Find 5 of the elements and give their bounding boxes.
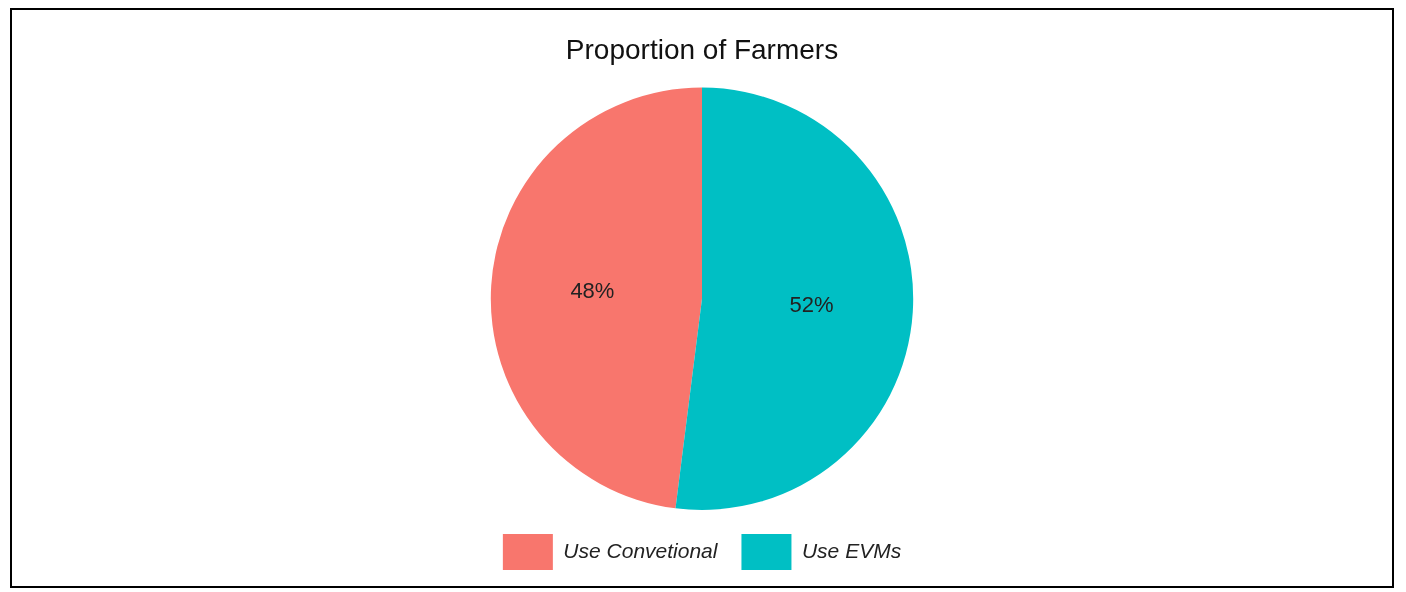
data-label: 48% [570, 277, 615, 303]
legend-label: Use EVMs [801, 538, 902, 562]
legend-label: Use Convetional [563, 538, 719, 562]
chart-title: Proportion of Farmers [565, 33, 839, 65]
data-label: 52% [789, 291, 834, 317]
